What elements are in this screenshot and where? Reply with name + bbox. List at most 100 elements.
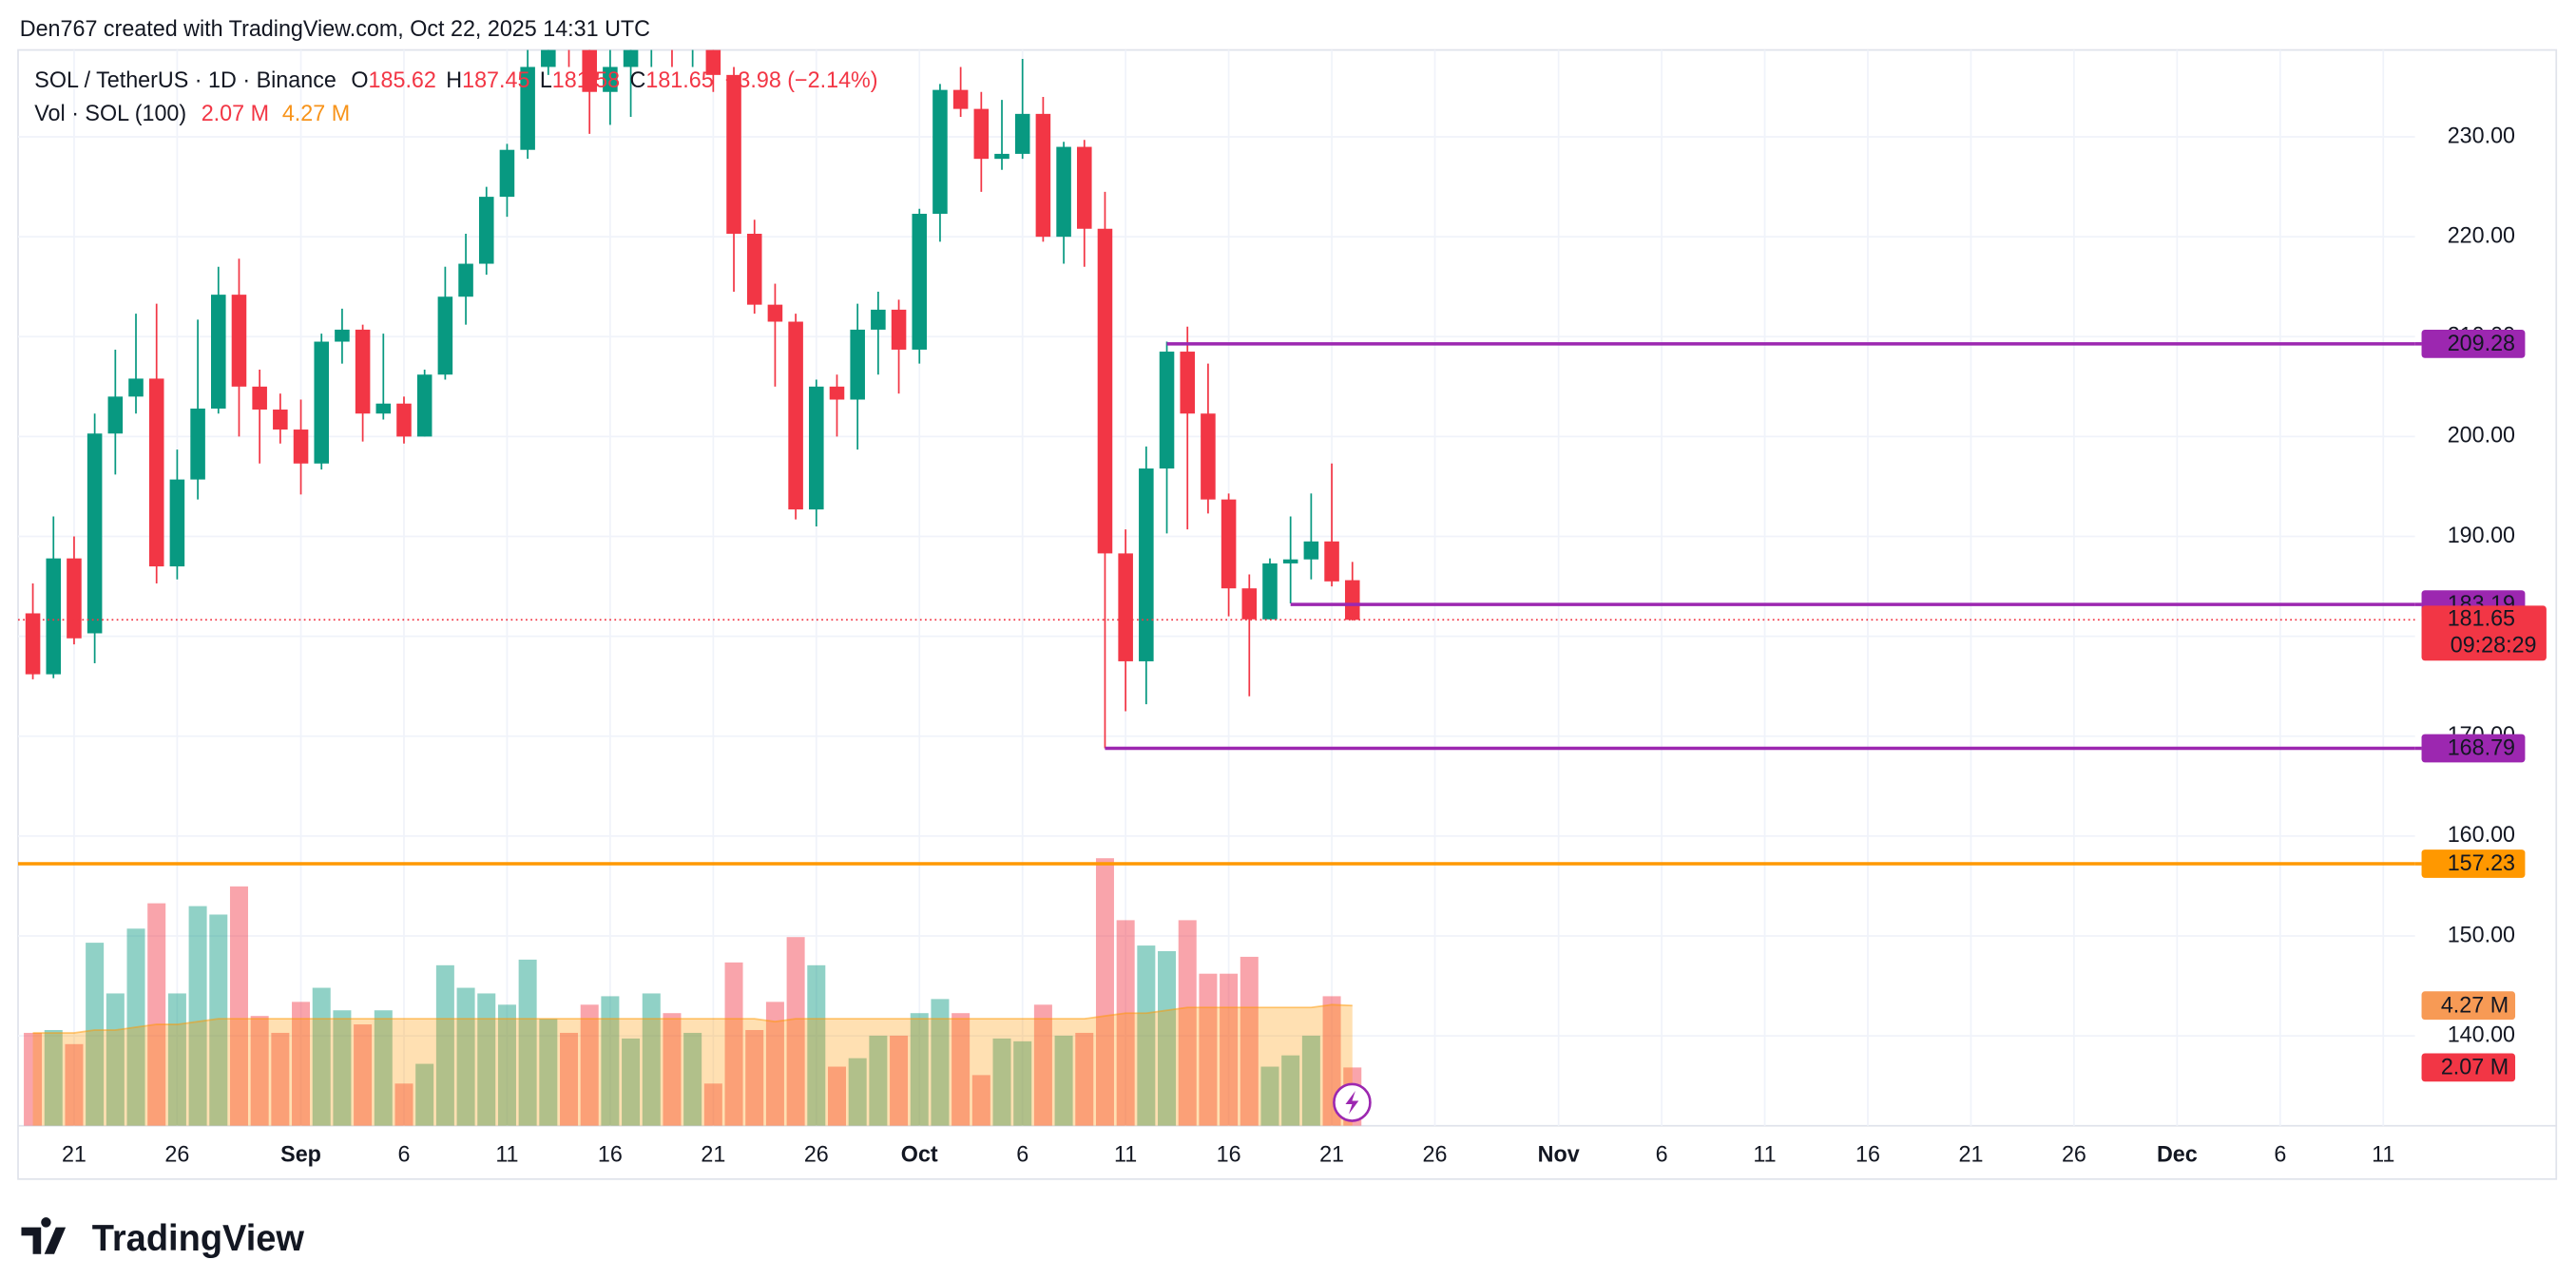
volume-bar xyxy=(333,1010,352,1126)
volume-bar xyxy=(518,959,537,1126)
level-label-bg xyxy=(2421,849,2526,878)
level-label-bg xyxy=(2421,734,2526,763)
candle-body xyxy=(1159,352,1175,469)
candle-body xyxy=(25,613,41,675)
volume-bar xyxy=(1260,1066,1279,1126)
x-tick-label: 16 xyxy=(1855,1141,1880,1166)
x-tick-label: 6 xyxy=(1656,1141,1668,1166)
candle-body xyxy=(437,296,453,375)
volume-bar xyxy=(86,943,105,1126)
volume-bar xyxy=(65,1043,84,1126)
candle-body xyxy=(994,153,1009,160)
legend-volume: Vol · SOL (100) 2.07 M 4.27 M xyxy=(34,101,350,125)
volume-bar xyxy=(1281,1055,1300,1126)
volume-bar xyxy=(1116,920,1135,1126)
volume-bar xyxy=(477,993,496,1126)
candle-body xyxy=(478,197,494,264)
candle-body xyxy=(1201,413,1216,500)
candle-body xyxy=(1221,499,1237,589)
candle-body xyxy=(314,341,330,464)
volume-bar xyxy=(1178,920,1197,1126)
candle-body xyxy=(148,378,164,567)
candle-body xyxy=(726,74,741,235)
level-label: 157.23 xyxy=(2448,850,2515,875)
x-tick-label: 11 xyxy=(1114,1141,1137,1166)
credit: Den767 created with TradingView.com, Oct… xyxy=(20,16,650,41)
x-tick-label: 26 xyxy=(1423,1141,1448,1166)
y-tick-label: 150.00 xyxy=(2448,922,2515,946)
candle-body xyxy=(1139,468,1154,661)
frame xyxy=(17,48,2558,1180)
x-tick-label: 21 xyxy=(1319,1141,1344,1166)
x-tick-label: 6 xyxy=(398,1141,411,1166)
candle-body xyxy=(252,386,267,410)
volume-pane xyxy=(24,858,1362,1126)
price-pane xyxy=(18,49,2415,866)
candle-body xyxy=(746,234,762,305)
legend-ohlc: SOL / TetherUS · 1D · Binance O185.62 H187… xyxy=(34,67,877,92)
candle-body xyxy=(705,49,721,75)
volume-bar xyxy=(827,1066,846,1126)
y-tick-label: 220.00 xyxy=(2448,222,2515,247)
c-label: C xyxy=(630,67,646,92)
volume-bar xyxy=(147,903,166,1126)
volume-bar xyxy=(354,1024,373,1126)
x-tick-label: 21 xyxy=(701,1141,725,1166)
x-tick-label: 26 xyxy=(164,1141,189,1166)
volume-bar xyxy=(560,1032,579,1126)
candle-body xyxy=(273,410,288,430)
x-tick-label: 11 xyxy=(495,1141,518,1166)
x-tick-label: 11 xyxy=(1753,1141,1776,1166)
x-tick-label: 16 xyxy=(1217,1141,1241,1166)
x-tick-label: 16 xyxy=(598,1141,623,1166)
candle-body xyxy=(788,321,803,510)
volume-bar xyxy=(1054,1035,1073,1126)
volume-bar xyxy=(209,914,228,1126)
volume-bar xyxy=(580,1004,599,1126)
overlay: 140.00150.00160.00170.00180.00190.00200.… xyxy=(62,123,2547,1167)
volume-bar xyxy=(869,1035,888,1126)
volume-bar xyxy=(1033,1004,1052,1126)
volume-bar xyxy=(807,964,826,1126)
logo: TradingView xyxy=(21,1217,304,1259)
alert-icon xyxy=(1333,1082,1372,1122)
candle-body xyxy=(891,309,907,350)
volume-bar xyxy=(415,1063,434,1126)
candle-body xyxy=(211,295,226,409)
volume-bar xyxy=(1158,951,1177,1126)
volume-bar xyxy=(250,1016,269,1126)
candle-body xyxy=(1241,588,1258,620)
volume-bar xyxy=(1095,858,1114,1126)
volume-bar xyxy=(24,1032,43,1126)
grid xyxy=(18,49,2415,1126)
symbol: SOL / TetherUS · 1D · Binance xyxy=(34,67,336,92)
candle-body xyxy=(829,386,845,400)
volume-bar xyxy=(642,993,661,1126)
y-tick-label: 200.00 xyxy=(2448,423,2515,448)
volume-bar xyxy=(848,1058,867,1126)
candle-body xyxy=(1303,541,1319,560)
open: 185.62 xyxy=(369,67,436,92)
volume-bar xyxy=(952,1013,971,1126)
candle-body xyxy=(458,263,473,297)
volume-bar xyxy=(1301,1035,1320,1126)
candle-body xyxy=(520,67,535,150)
candle-body xyxy=(1282,559,1298,563)
candle-body xyxy=(396,403,412,437)
volume-bar xyxy=(931,999,950,1126)
volume-bar xyxy=(765,1002,784,1126)
candle-body xyxy=(416,374,433,437)
candle-body xyxy=(355,329,371,414)
candle-body xyxy=(107,396,124,434)
candle-body xyxy=(1344,580,1360,620)
x-tick-label: 6 xyxy=(1016,1141,1028,1166)
level-label: 209.28 xyxy=(2448,331,2515,355)
high: 187.45 xyxy=(462,67,529,92)
volume-bar xyxy=(910,1013,929,1126)
volume-bar xyxy=(1199,973,1218,1126)
countdown: 09:28:29 xyxy=(2451,632,2537,657)
candle-body xyxy=(1035,113,1051,238)
candle-body xyxy=(375,403,392,414)
candle-body xyxy=(1180,352,1196,414)
